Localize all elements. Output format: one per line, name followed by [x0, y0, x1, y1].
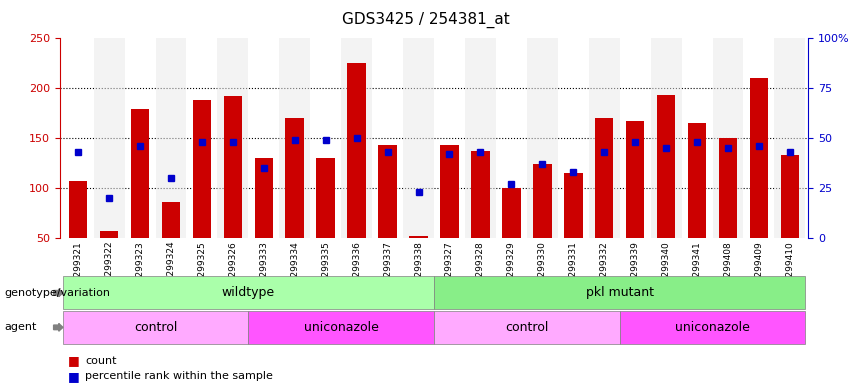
- Bar: [156, 38, 186, 238]
- Bar: [192, 100, 211, 238]
- Text: count: count: [85, 356, 117, 366]
- Bar: [341, 38, 372, 238]
- Bar: [657, 95, 676, 238]
- Bar: [347, 63, 366, 238]
- Bar: [285, 118, 304, 238]
- Bar: [527, 38, 557, 238]
- Bar: [471, 151, 489, 238]
- Bar: [465, 38, 496, 238]
- Bar: [750, 78, 768, 238]
- Bar: [564, 173, 583, 238]
- Bar: [774, 38, 805, 238]
- Bar: [403, 38, 434, 238]
- Bar: [94, 38, 124, 238]
- FancyBboxPatch shape: [434, 311, 620, 344]
- Text: genotype/variation: genotype/variation: [4, 288, 111, 298]
- Bar: [440, 145, 459, 238]
- Text: control: control: [134, 321, 177, 334]
- Text: agent: agent: [4, 322, 37, 333]
- Bar: [254, 158, 273, 238]
- FancyBboxPatch shape: [63, 311, 248, 344]
- Bar: [69, 181, 88, 238]
- Bar: [625, 121, 644, 238]
- FancyBboxPatch shape: [620, 311, 805, 344]
- FancyBboxPatch shape: [434, 276, 805, 309]
- Bar: [688, 123, 706, 238]
- Text: control: control: [505, 321, 549, 334]
- Text: ■: ■: [68, 354, 80, 367]
- Text: uniconazole: uniconazole: [304, 321, 379, 334]
- Text: GDS3425 / 254381_at: GDS3425 / 254381_at: [341, 12, 510, 28]
- Bar: [502, 188, 521, 238]
- Bar: [131, 109, 149, 238]
- Bar: [217, 38, 248, 238]
- Bar: [533, 164, 551, 238]
- Bar: [224, 96, 243, 238]
- Bar: [651, 38, 682, 238]
- Bar: [589, 38, 620, 238]
- Bar: [409, 236, 428, 238]
- Text: ■: ■: [68, 370, 80, 383]
- Bar: [279, 38, 311, 238]
- Text: wildtype: wildtype: [222, 286, 275, 299]
- Bar: [379, 145, 397, 238]
- FancyBboxPatch shape: [63, 276, 434, 309]
- Bar: [317, 158, 335, 238]
- Bar: [780, 155, 799, 238]
- Bar: [712, 38, 744, 238]
- Bar: [719, 138, 737, 238]
- FancyBboxPatch shape: [248, 311, 434, 344]
- Bar: [162, 202, 180, 238]
- Bar: [595, 118, 614, 238]
- Text: percentile rank within the sample: percentile rank within the sample: [85, 371, 273, 381]
- Text: pkl mutant: pkl mutant: [585, 286, 654, 299]
- Bar: [100, 231, 118, 238]
- Text: uniconazole: uniconazole: [675, 321, 750, 334]
